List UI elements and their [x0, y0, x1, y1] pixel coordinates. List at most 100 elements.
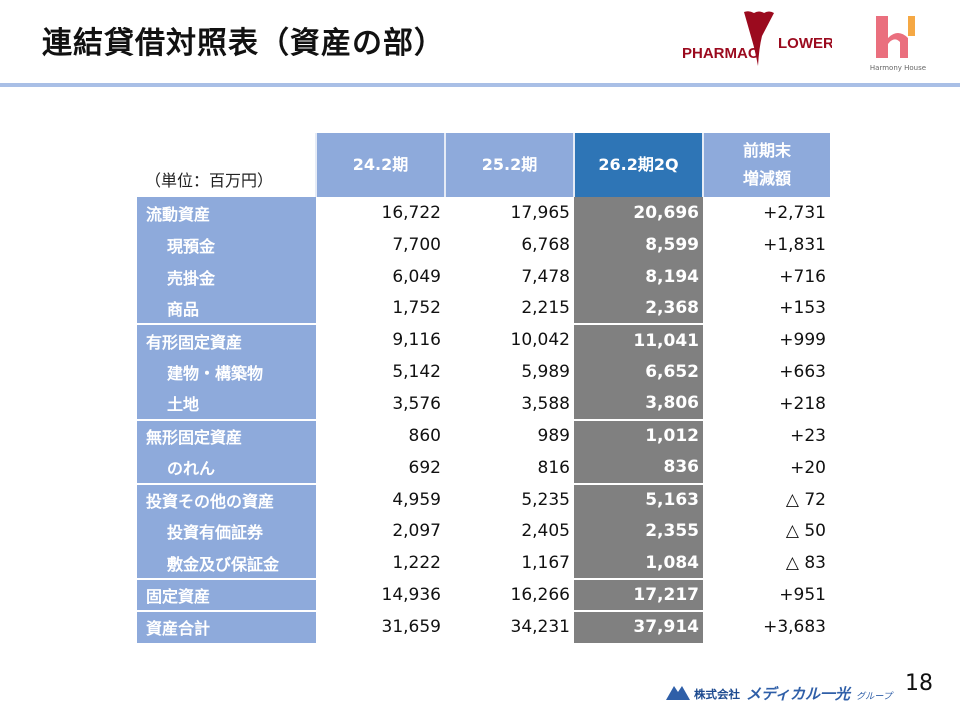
- table-row: 投資有価証券 2,097 2,405 2,355 △ 50: [137, 515, 830, 548]
- value-fy25: 2,405: [521, 521, 570, 542]
- value-change: +1,831: [763, 234, 826, 255]
- svg-text:メディカル一光: メディカル一光: [746, 685, 852, 703]
- value-fy26-2q: 8,599: [574, 228, 703, 261]
- svg-text:グループ: グループ: [856, 691, 894, 702]
- col-header-fy26-2q: 26.2期2Q: [573, 133, 703, 197]
- row-label: のれん: [137, 451, 316, 484]
- table-row: 建物・構築物 5,142 5,989 6,652 +663: [137, 356, 830, 389]
- value-fy26-2q: 836: [574, 451, 703, 484]
- row-label: 建物・構築物: [137, 356, 316, 389]
- table-row: 土地 3,576 3,588 3,806 +218: [137, 388, 830, 420]
- svg-text:PHARMAC: PHARMAC: [682, 45, 759, 62]
- value-fy25: 816: [537, 457, 570, 478]
- table-row: 敷金及び保証金 1,222 1,167 1,084 △ 83: [137, 547, 830, 580]
- row-label: 投資有価証券: [137, 515, 316, 548]
- value-fy25: 3,588: [521, 393, 570, 414]
- unit-label: （単位：百万円）: [145, 171, 274, 190]
- value-change: △ 72: [785, 489, 826, 510]
- value-fy25: 1,167: [521, 553, 570, 574]
- value-fy25: 5,235: [521, 489, 570, 510]
- row-label: 投資その他の資産: [137, 482, 316, 516]
- pharmacy-flower-logo: PHARMAC LOWER: [682, 11, 832, 66]
- value-change: +3,683: [763, 616, 826, 637]
- value-change: +2,731: [763, 202, 826, 223]
- table-row: 固定資産 14,936 16,266 17,217 +951: [137, 578, 830, 611]
- value-fy24: 3,576: [392, 393, 441, 414]
- value-fy26-2q: 6,652: [574, 356, 703, 389]
- table-row: 無形固定資産 860 989 1,012 +23: [137, 418, 830, 452]
- value-fy25: 2,215: [521, 298, 570, 319]
- value-change: +663: [779, 362, 826, 383]
- value-change: +951: [779, 585, 826, 606]
- value-fy26-2q: 5,163: [574, 482, 703, 516]
- value-fy24: 6,049: [392, 266, 441, 287]
- value-change: +153: [779, 298, 826, 319]
- header-divider: [0, 83, 960, 87]
- value-fy24: 1,222: [392, 553, 441, 574]
- value-change: +23: [790, 425, 826, 446]
- value-fy25: 6,768: [521, 234, 570, 255]
- value-fy24: 860: [408, 425, 441, 446]
- svg-text:株式会社: 株式会社: [694, 687, 740, 701]
- value-fy24: 9,116: [392, 330, 441, 351]
- value-fy25: 989: [537, 425, 570, 446]
- balance-sheet-table: （単位：百万円） 24.2期 25.2期 26.2期2Q 前期末増減額 流動資産…: [137, 133, 830, 643]
- value-fy25: 16,266: [510, 585, 570, 606]
- table-row: 流動資産 16,722 17,965 20,696 +2,731: [137, 197, 830, 229]
- value-fy25: 7,478: [521, 266, 570, 287]
- col-header-fy25: 25.2期: [444, 133, 574, 197]
- value-fy24: 16,722: [381, 202, 441, 223]
- value-fy26-2q: 37,914: [574, 609, 703, 643]
- value-fy24: 5,142: [392, 362, 441, 383]
- value-change: +20: [790, 457, 826, 478]
- row-label: 無形固定資産: [137, 418, 316, 452]
- medical-ikko-group-logo: 株式会社 メディカル一光 グループ: [666, 685, 894, 703]
- value-fy26-2q: 8,194: [574, 260, 703, 293]
- value-fy24: 4,959: [392, 489, 441, 510]
- row-label: 売掛金: [137, 260, 316, 293]
- value-fy26-2q: 2,355: [574, 515, 703, 548]
- table-row: 有形固定資産 9,116 10,042 11,041 +999: [137, 323, 830, 357]
- value-fy26-2q: 17,217: [574, 578, 703, 611]
- harmony-house-logo: Harmony House: [870, 16, 926, 72]
- page-title: 連結貸借対照表（資産の部）: [42, 26, 445, 61]
- svg-text:Harmony House: Harmony House: [870, 64, 926, 72]
- value-fy24: 14,936: [381, 585, 441, 606]
- value-fy26-2q: 11,041: [574, 323, 703, 357]
- value-fy26-2q: 20,696: [574, 197, 703, 229]
- row-label: 敷金及び保証金: [137, 547, 316, 580]
- table-row: 投資その他の資産 4,959 5,235 5,163 △ 72: [137, 482, 830, 516]
- value-change: △ 83: [785, 553, 826, 574]
- row-label: 現預金: [137, 228, 316, 261]
- value-fy26-2q: 2,368: [574, 292, 703, 325]
- table-row: のれん 692 816 836 +20: [137, 451, 830, 484]
- col-header-fy24: 24.2期: [315, 133, 445, 197]
- table-row: 資産合計 31,659 34,231 37,914 +3,683: [137, 609, 830, 643]
- value-change: △ 50: [785, 521, 826, 542]
- col-header-change-line2: 増減額: [742, 169, 791, 188]
- row-label: 有形固定資産: [137, 323, 316, 357]
- value-fy24: 7,700: [392, 234, 441, 255]
- table-row: 売掛金 6,049 7,478 8,194 +716: [137, 260, 830, 293]
- page-number: 18: [905, 671, 933, 696]
- value-fy24: 2,097: [392, 521, 441, 542]
- value-fy24: 31,659: [381, 616, 441, 637]
- value-fy26-2q: 1,012: [574, 418, 703, 452]
- row-label: 資産合計: [137, 609, 316, 643]
- value-change: +716: [779, 266, 826, 287]
- table-row: 商品 1,752 2,215 2,368 +153: [137, 292, 830, 325]
- row-label: 流動資産: [137, 197, 316, 229]
- row-label: 固定資産: [137, 578, 316, 611]
- svg-text:LOWER: LOWER: [778, 35, 832, 52]
- value-fy24: 1,752: [392, 298, 441, 319]
- col-header-change: 前期末 増減額: [702, 133, 830, 197]
- row-label: 土地: [137, 388, 316, 420]
- value-fy24: 692: [408, 457, 441, 478]
- col-header-change-line1: 前期末: [742, 141, 791, 160]
- value-fy25: 17,965: [510, 202, 570, 223]
- value-fy25: 34,231: [510, 616, 570, 637]
- row-label: 商品: [137, 292, 316, 325]
- value-change: +999: [779, 330, 826, 351]
- value-change: +218: [779, 393, 826, 414]
- value-fy26-2q: 1,084: [574, 547, 703, 580]
